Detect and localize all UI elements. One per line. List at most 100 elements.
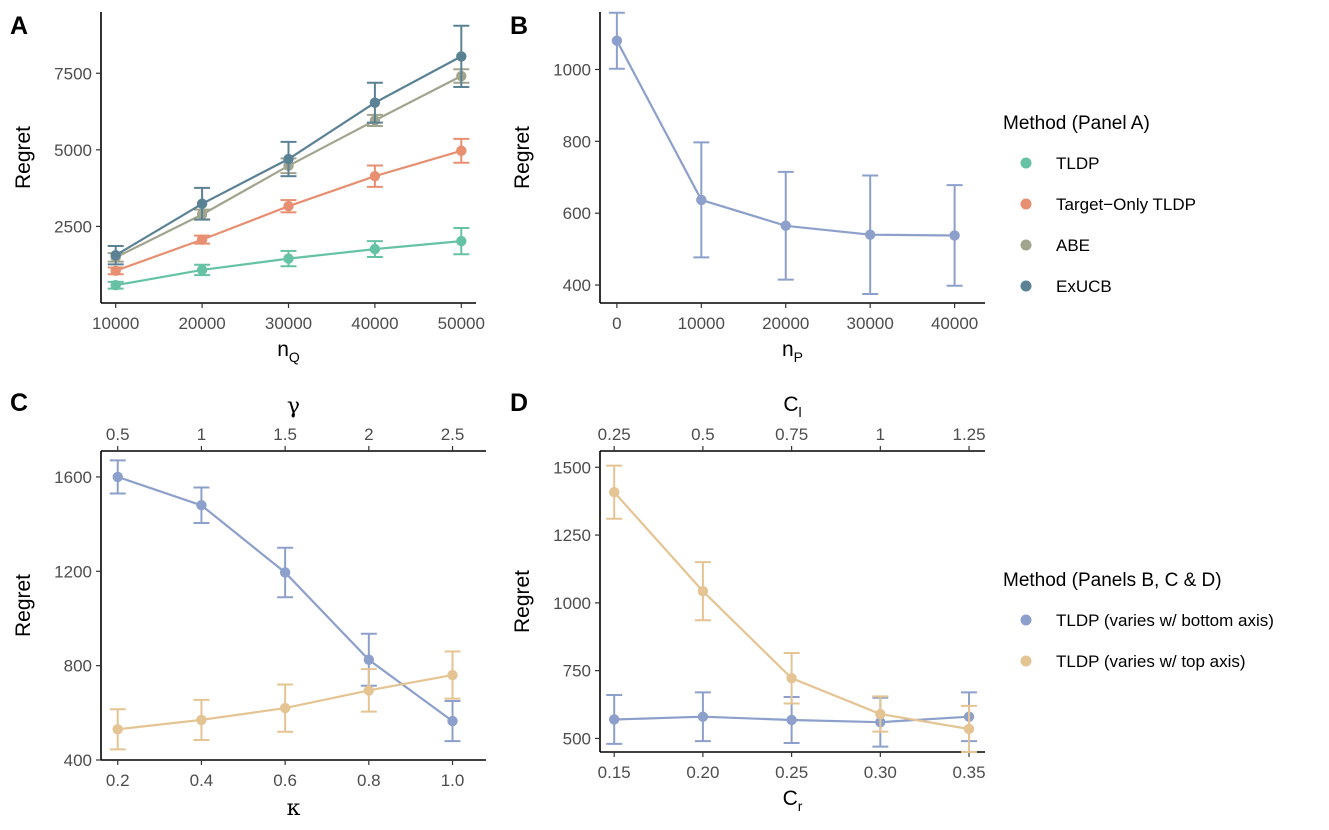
- x-tick-label: 40000: [931, 314, 978, 333]
- top-tick-label: 1: [197, 425, 206, 444]
- data-point: [697, 585, 709, 597]
- y-tick-label: 400: [64, 751, 92, 770]
- x-tick-label: 0.20: [686, 763, 719, 782]
- legend-label: TLDP (varies w/ bottom axis): [1056, 611, 1274, 630]
- y-tick-label: 1200: [54, 562, 92, 581]
- y-tick-label: 2500: [54, 217, 92, 236]
- panel-c: C 400 800 1200 1600 0.2 0.4 0.6 0.8 1.0 0.5 1 1.5 2 2.…: [10, 389, 486, 821]
- x-tick-label: 10000: [678, 314, 725, 333]
- top-axis-title-base: C: [783, 393, 798, 416]
- top-tick-label: 0.75: [775, 425, 808, 444]
- y-tick-label: 1000: [553, 60, 591, 79]
- y-tick-label: 800: [563, 132, 591, 151]
- top-tick-label: 1.5: [273, 425, 297, 444]
- x-axis-title-base: C: [783, 787, 798, 810]
- panel-a: A 2500 5000 7500 10000 20000 30000 40000 50000 nQ…: [10, 12, 485, 365]
- data-point: [110, 280, 121, 291]
- x-tick-label: 0.8: [357, 771, 381, 790]
- x-tick-label: 30000: [847, 314, 894, 333]
- data-point: [456, 235, 467, 247]
- legend-key: [1020, 655, 1032, 667]
- data-point: [363, 685, 375, 696]
- x-tick-label: 1.0: [441, 771, 465, 790]
- legend-key: [1020, 280, 1032, 292]
- legend-key: [1020, 239, 1032, 251]
- legend-key: [1020, 614, 1032, 626]
- data-point: [696, 194, 707, 206]
- panel-letter: B: [510, 12, 528, 40]
- panel-letter: D: [510, 389, 528, 417]
- data-point: [283, 201, 294, 212]
- x-tick-label: 10000: [92, 314, 139, 333]
- y-tick-label: 600: [563, 204, 591, 223]
- data-point: [780, 220, 791, 231]
- top-tick-label: 1: [876, 425, 885, 444]
- y-tick-label: 1500: [553, 458, 591, 477]
- top-tick-label: 1.25: [952, 425, 985, 444]
- x-tick-label: 0: [612, 314, 621, 333]
- top-tick-label: 0.5: [106, 425, 130, 444]
- data-point: [196, 234, 208, 245]
- x-axis-title: Cr: [783, 787, 803, 814]
- x-tick-label: 0.30: [864, 763, 897, 782]
- data-point: [110, 265, 121, 277]
- x-axis-title: κ: [287, 796, 301, 821]
- y-tick-label: 400: [563, 276, 591, 295]
- x-axis-title-sub: P: [794, 349, 803, 365]
- legend-label: ExUCB: [1056, 277, 1112, 296]
- data-point: [608, 487, 620, 498]
- panel-letter: A: [10, 12, 28, 40]
- x-axis-title-base: n: [782, 338, 794, 361]
- series-tldp-varies-w-bottom-axis-: [606, 691, 978, 748]
- series-tldp-varies-w-bottom-axis-: [109, 459, 461, 743]
- y-tick-label: 750: [563, 662, 591, 681]
- data-point: [363, 654, 375, 665]
- series-target-only-tldp: [107, 137, 470, 277]
- data-point: [456, 145, 467, 156]
- y-tick-label: 5000: [54, 141, 92, 160]
- y-tick-label: 1000: [553, 594, 591, 613]
- legend-label: Target−Only TLDP: [1056, 195, 1196, 214]
- data-point: [697, 711, 709, 722]
- x-tick-label: 0.4: [190, 771, 214, 790]
- series-tldp-varies-w-top-axis-: [109, 650, 461, 751]
- y-tick-label: 800: [64, 657, 92, 676]
- x-tick-label: 40000: [351, 314, 398, 333]
- top-tick-label: 2: [364, 425, 373, 444]
- x-tick-label: 0.2: [106, 771, 130, 790]
- panel-d: D 500 750 1000 1250 1500 0.15 0.20 0.25 0.30 0.35 0…: [510, 389, 986, 814]
- top-tick-label: 0.25: [598, 425, 631, 444]
- x-tick-label: 0.25: [775, 763, 808, 782]
- top-axis-title: Cl: [783, 393, 801, 420]
- legend-title: Method (Panels B, C & D): [1003, 570, 1222, 591]
- data-point: [196, 500, 207, 511]
- y-tick-label: 1250: [553, 526, 591, 545]
- legend-1: Method (Panel A) TLDP Target−Only TLDP ABE E…: [1003, 113, 1196, 296]
- data-point: [112, 724, 123, 735]
- data-point: [369, 170, 381, 182]
- top-tick-label: 2.5: [441, 425, 465, 444]
- x-axis-title: nP: [782, 338, 803, 365]
- data-point: [963, 723, 975, 735]
- y-tick-label: 500: [563, 729, 591, 748]
- legend-label: TLDP (varies w/ top axis): [1056, 652, 1246, 671]
- data-point: [875, 708, 886, 720]
- data-point: [456, 51, 467, 62]
- y-tick-label: 7500: [54, 64, 92, 83]
- x-tick-label: 50000: [438, 314, 485, 333]
- data-point: [369, 243, 381, 255]
- series-tldp-varies-w-top-axis-: [606, 464, 978, 753]
- legend-label: TLDP: [1056, 154, 1099, 173]
- data-point: [447, 669, 458, 681]
- x-tick-label: 0.15: [598, 763, 631, 782]
- data-point: [369, 97, 381, 108]
- data-point: [112, 471, 123, 483]
- top-axis-title: γ: [287, 394, 300, 419]
- data-point: [196, 264, 208, 276]
- x-axis-title-base: n: [277, 338, 289, 361]
- data-point: [196, 714, 207, 726]
- legend-title: Method (Panel A): [1003, 113, 1150, 134]
- data-point: [283, 153, 294, 165]
- data-point: [608, 714, 620, 725]
